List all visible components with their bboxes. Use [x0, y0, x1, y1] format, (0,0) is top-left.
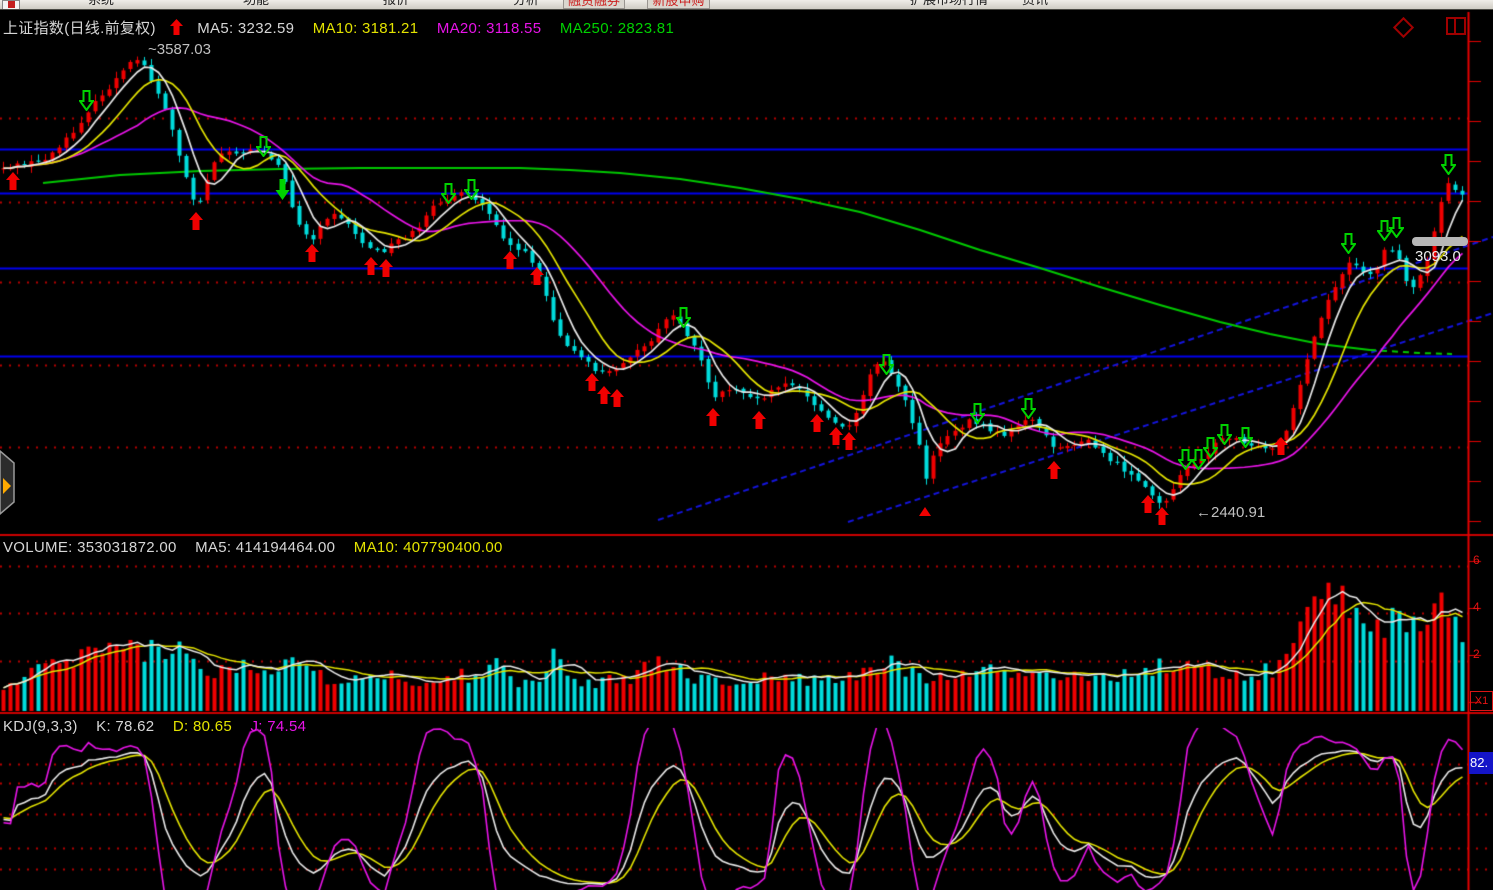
- index-title: 上证指数(日线.前复权): [3, 20, 156, 37]
- sidebar-grip[interactable]: [0, 450, 17, 521]
- buy-signal-triangle: [919, 507, 931, 516]
- kdj-value-badge: 82.: [1469, 752, 1493, 774]
- buy-signal-arrow: [810, 414, 824, 432]
- sell-signal-arrow: [1176, 449, 1194, 471]
- volume-value: VOLUME: 353031872.00: [3, 539, 177, 556]
- buy-signal-arrow: [530, 267, 544, 285]
- menu-item[interactable]: 扩展市场行情: [910, 0, 988, 9]
- volume-axis-label: 6: [1473, 553, 1480, 567]
- ma5-value: MA5: 3232.59: [197, 20, 295, 37]
- buy-signal-arrow: [597, 386, 611, 404]
- buy-signal-arrow: [585, 373, 599, 391]
- buy-signal-arrow: [610, 389, 624, 407]
- buy-signal-arrow: [752, 411, 766, 429]
- expand-arrow-icon: [3, 478, 11, 494]
- buy-signal-arrow: [829, 427, 843, 445]
- buy-signal-arrow: [364, 257, 378, 275]
- sell-signal-arrow: [1387, 217, 1405, 239]
- scroll-thumb[interactable]: [1412, 237, 1468, 246]
- sell-signal-arrow: [1339, 233, 1357, 255]
- peak-annotation: ~3587.03: [148, 41, 211, 58]
- sell-signal-arrow: [1019, 398, 1037, 420]
- sell-signal-arrow: [254, 136, 272, 158]
- ma20-value: MA20: 3118.55: [436, 20, 542, 37]
- ma10-value: MA10: 3181.21: [312, 20, 419, 37]
- volume-header: VOLUME: 353031872.00 MA5: 414194464.00 M…: [3, 539, 517, 556]
- menu-bar: 系统 功能 报价 分析 扩展市场行情 资讯 融资融券 新股申购: [0, 0, 1493, 10]
- menu-item[interactable]: 功能: [243, 0, 269, 9]
- sell-signal-arrow: [968, 403, 986, 425]
- sell-signal-arrow: [674, 307, 692, 329]
- buy-signal-arrow: [379, 259, 393, 277]
- sell-signal-arrow: [1201, 437, 1219, 459]
- buy-signal-arrow: [305, 244, 319, 262]
- menu-item[interactable]: 资讯: [1022, 0, 1048, 9]
- buy-signal-arrow: [1141, 495, 1155, 513]
- low-annotation: ←2440.91: [1196, 504, 1266, 521]
- menu-item[interactable]: 报价: [383, 0, 409, 9]
- menu-button[interactable]: 新股申购: [647, 0, 710, 9]
- volume-axis-label: 4: [1473, 600, 1480, 614]
- kdj-j-value: J: 74.54: [250, 718, 307, 735]
- buy-signal-arrow: [842, 432, 856, 450]
- menu-button[interactable]: 融资融券: [563, 0, 625, 9]
- sell-signal-arrow: [1236, 427, 1254, 449]
- sell-signal-arrow-solid: [275, 179, 290, 200]
- buy-signal-arrow: [503, 251, 517, 269]
- app-icon[interactable]: [2, 0, 20, 9]
- buy-signal-arrow: [189, 212, 203, 230]
- kdj-header: KDJ(9,3,3) K: 78.62 D: 80.65 J: 74.54: [3, 718, 320, 735]
- sell-signal-arrow: [462, 179, 480, 201]
- sell-signal-arrow: [1215, 424, 1233, 446]
- buy-signal-arrow: [1047, 461, 1061, 479]
- main-header: 上证指数(日线.前复权) MA5: 3232.59 MA10: 3181.21 …: [3, 17, 688, 38]
- menu-item[interactable]: 系统: [88, 0, 114, 9]
- buy-signal-arrow: [706, 408, 720, 426]
- kdj-k-value: K: 78.62: [96, 718, 155, 735]
- sell-signal-arrow: [1189, 449, 1207, 471]
- sell-signal-arrow: [877, 354, 895, 376]
- split-window-icon[interactable]: [1446, 17, 1466, 35]
- volume-axis-label: 2: [1473, 647, 1480, 661]
- ma250-value: MA250: 2823.81: [559, 20, 675, 37]
- sell-signal-arrow: [77, 90, 95, 112]
- sell-signal-arrow: [1439, 154, 1457, 176]
- buy-signal-arrow: [1274, 437, 1288, 455]
- volume-unit-badge: X1: [1470, 691, 1493, 711]
- kdj-d-value: D: 80.65: [172, 718, 233, 735]
- buy-signal-arrow: [1155, 507, 1169, 525]
- volume-ma5-value: MA5: 414194464.00: [195, 539, 336, 556]
- kdj-title: KDJ(9,3,3): [3, 718, 78, 735]
- sell-signal-arrow: [439, 183, 457, 205]
- buy-signal-arrow: [6, 172, 20, 190]
- price-label: 3093.0: [1415, 248, 1461, 265]
- sell-signal-arrow: [1375, 220, 1393, 242]
- menu-item[interactable]: 分析: [513, 0, 539, 9]
- trend-up-icon: [169, 19, 183, 35]
- volume-ma10-value: MA10: 407790400.00: [353, 539, 503, 556]
